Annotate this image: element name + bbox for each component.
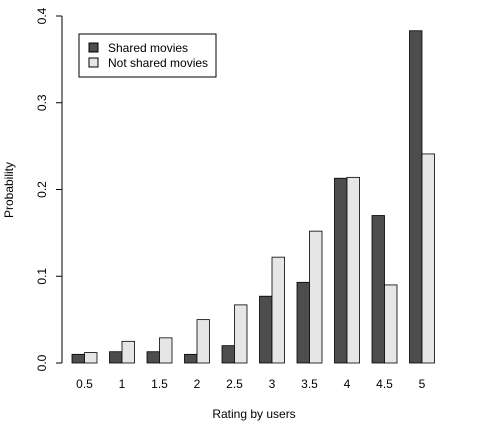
bar-not-shared: [384, 284, 398, 364]
legend-box: [78, 33, 217, 78]
legend: Shared movies Not shared movies: [78, 33, 217, 78]
y-tick-label: 0.0: [35, 354, 49, 371]
legend-label-not-shared: Not shared movies: [108, 56, 208, 70]
bar-shared: [296, 281, 310, 364]
x-tick-label: 1.5: [151, 377, 168, 391]
legend-label-shared: Shared movies: [108, 41, 188, 55]
y-tick-label: 0.4: [35, 7, 49, 24]
x-tick-label: 2.5: [226, 377, 243, 391]
bar-shared: [184, 353, 198, 364]
bar-not-shared: [271, 256, 285, 364]
bar-shared: [146, 351, 160, 364]
bar-not-shared: [159, 337, 173, 364]
bar-shared: [221, 345, 235, 364]
bar-not-shared: [234, 304, 248, 364]
x-tick-label: 5: [419, 377, 426, 391]
x-tick-labels: 0.5 1 1.5 2 2.5 3 3.5 4 4.5 5: [76, 377, 426, 391]
x-tick-label: 3: [269, 377, 276, 391]
y-axis-title: Probability: [2, 162, 16, 218]
y-tick-label: 0.3: [35, 94, 49, 111]
bar-not-shared: [121, 340, 135, 364]
bars: [71, 30, 435, 364]
bar-shared: [109, 351, 123, 364]
y-tick-label: 0.2: [35, 181, 49, 198]
bar-shared: [71, 353, 85, 364]
x-tick-label: 4: [344, 377, 351, 391]
y-axis: 0.0 0.1 0.2 0.3 0.4: [35, 7, 63, 371]
bar-not-shared: [346, 176, 360, 364]
legend-swatch-not-shared: [88, 57, 99, 68]
x-axis-title: Rating by users: [212, 407, 295, 421]
x-tick-label: 4.5: [376, 377, 393, 391]
x-tick-label: 1: [119, 377, 126, 391]
x-tick-label: 2: [194, 377, 201, 391]
y-tick-label: 0.1: [35, 268, 49, 285]
bar-shared: [259, 295, 273, 364]
bar-shared: [371, 215, 385, 364]
bar-not-shared: [196, 319, 210, 364]
bar-not-shared: [309, 230, 323, 364]
bar-shared: [334, 177, 348, 364]
bar-not-shared: [84, 352, 98, 364]
bar-shared: [409, 30, 423, 364]
legend-swatch-shared: [88, 42, 99, 53]
bar-not-shared: [421, 153, 435, 364]
x-tick-label: 0.5: [76, 377, 93, 391]
x-tick-label: 3.5: [301, 377, 318, 391]
